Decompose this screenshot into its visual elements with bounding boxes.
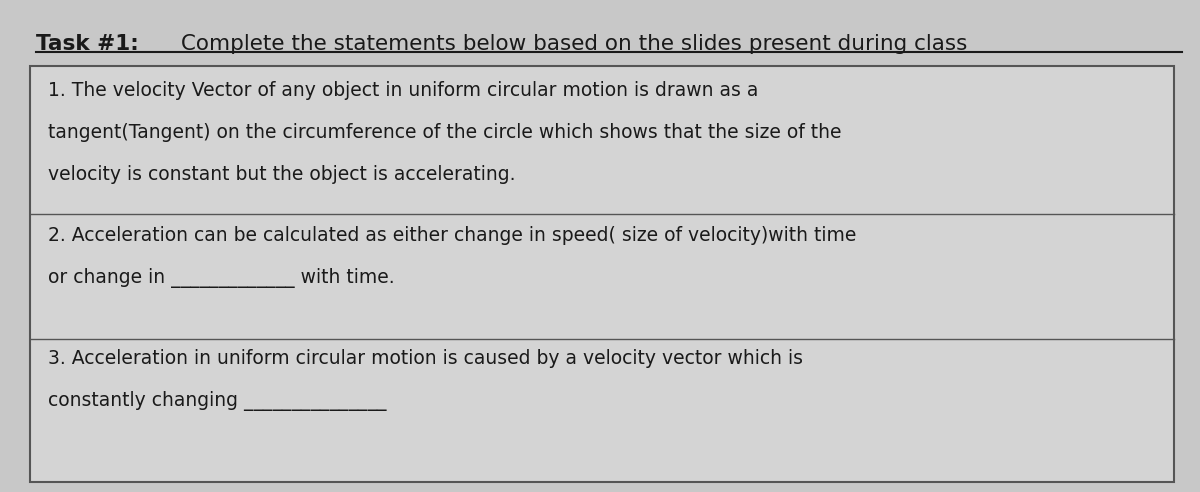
Text: Complete the statements below based on the slides present during class: Complete the statements below based on t… [174,34,967,55]
Text: Task #1:: Task #1: [36,34,139,55]
Text: 1. The velocity Vector of any object in uniform circular motion is drawn as a: 1. The velocity Vector of any object in … [48,81,758,100]
Text: 2. Acceleration can be calculated as either change in speed( size of velocity)wi: 2. Acceleration can be calculated as eit… [48,226,857,246]
Text: 3. Acceleration in uniform circular motion is caused by a velocity vector which : 3. Acceleration in uniform circular moti… [48,349,803,369]
Text: constantly changing _______________: constantly changing _______________ [48,391,386,411]
Text: or change in _____________ with time.: or change in _____________ with time. [48,268,395,288]
Text: velocity is constant but the object is accelerating.: velocity is constant but the object is a… [48,165,516,184]
FancyBboxPatch shape [30,66,1174,482]
Text: tangent(Tangent) on the circumference of the circle which shows that the size of: tangent(Tangent) on the circumference of… [48,123,841,142]
